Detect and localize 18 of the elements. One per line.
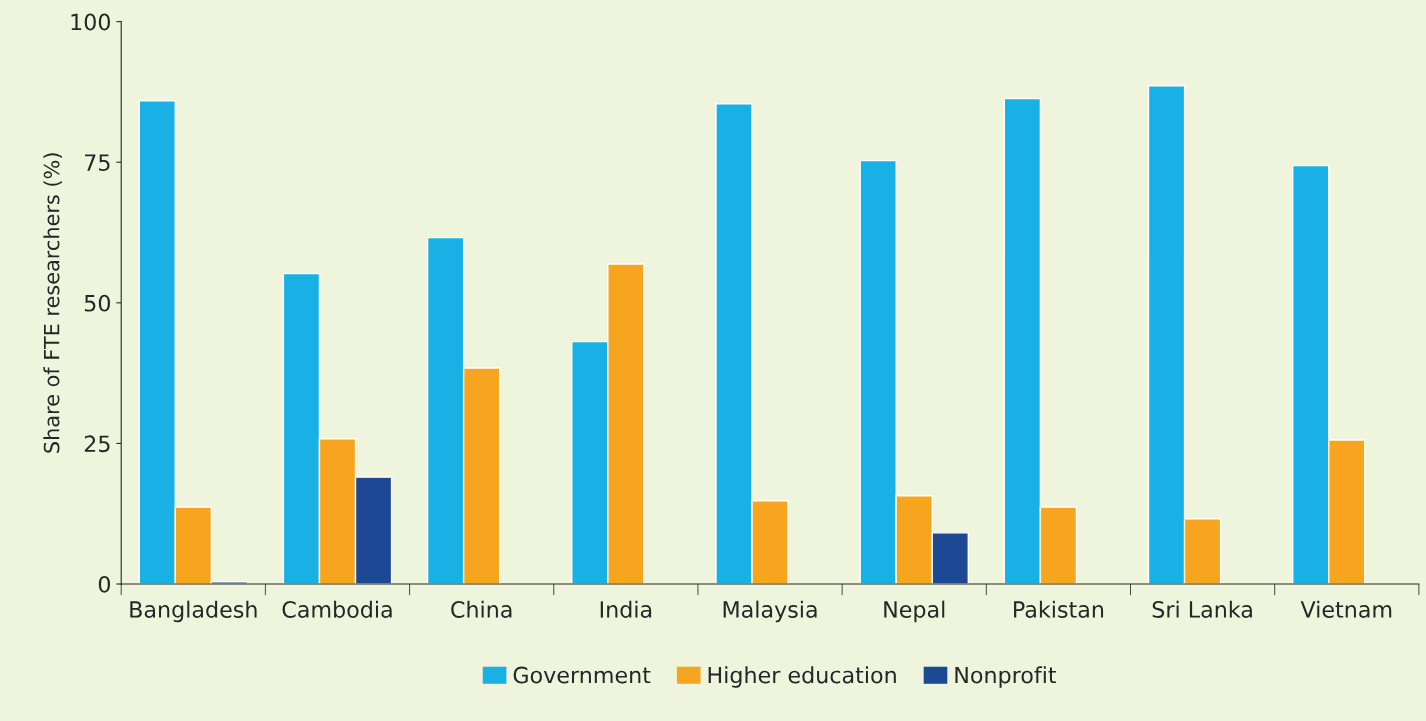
legend-label: Higher education <box>708 666 896 688</box>
x-tick-label: Sri Lanka <box>1152 600 1252 618</box>
legend-label: Government <box>513 666 651 684</box>
y-axis-title: Share of FTE researchers (%) <box>43 153 62 453</box>
x-tick-label: Malaysia <box>723 600 817 623</box>
x-tick-label: Pakistan <box>1014 600 1104 618</box>
y-tick-label: 50 <box>84 294 111 312</box>
x-tick-label: Nepal <box>884 600 945 623</box>
x-tick-label: Cambodia <box>282 600 392 618</box>
x-tick-label: Bangladesh <box>130 600 257 623</box>
y-tick-label: 25 <box>84 435 110 453</box>
y-tick-label: 0 <box>98 575 111 593</box>
legend-label: Nonprofit <box>955 666 1057 688</box>
x-tick-label: Vietnam <box>1300 600 1392 618</box>
y-tick-label: 100 <box>71 13 111 31</box>
x-tick-label: China <box>451 600 512 618</box>
y-tick-label: 75 <box>85 154 110 171</box>
x-tick-label: India <box>600 600 652 618</box>
